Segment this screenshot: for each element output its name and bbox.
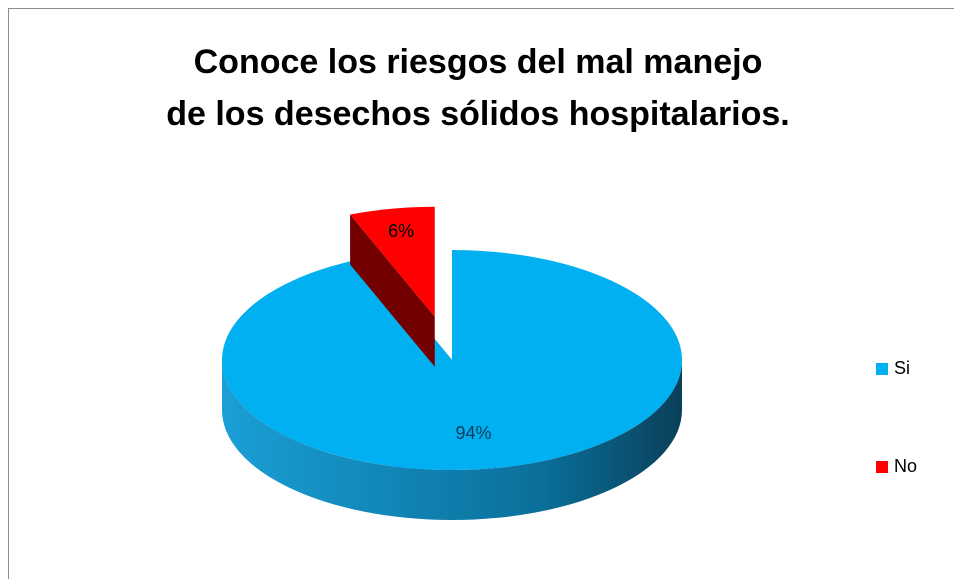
- legend-label: Si: [894, 358, 910, 378]
- chart-title: Conoce los riesgos del mal manejo de los…: [166, 43, 790, 133]
- slice-top: [221, 250, 682, 470]
- slice: [221, 250, 682, 520]
- legend-swatch: [876, 363, 888, 375]
- legend-label: No: [894, 456, 917, 476]
- data-label: 94%: [456, 423, 492, 443]
- chart-frame: [8, 8, 954, 579]
- slice: [350, 206, 435, 367]
- slice-top: [350, 206, 435, 317]
- slice-side: [222, 360, 682, 520]
- slice-cut-face: [350, 214, 435, 367]
- data-label: 6%: [388, 221, 414, 241]
- legend-swatch: [876, 461, 888, 473]
